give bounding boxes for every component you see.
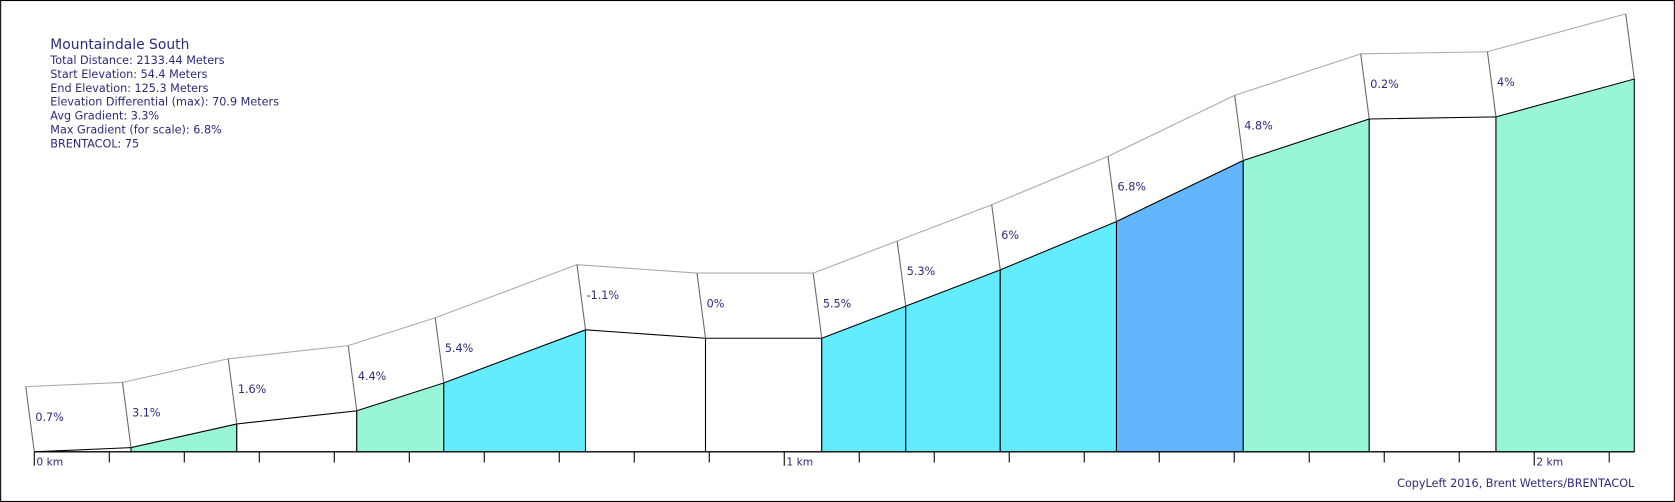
- band-divider: [991, 204, 1001, 270]
- band-divider: [1234, 95, 1244, 161]
- segment: [1368, 116, 1497, 453]
- segment: [1495, 78, 1635, 453]
- top-band-edge: [25, 381, 123, 388]
- gradient-label: 0.7%: [35, 411, 64, 424]
- x-tick-label: 0 km: [36, 456, 63, 469]
- gradient-label: 5.5%: [823, 297, 852, 310]
- gradient-label: -1.1%: [587, 289, 620, 302]
- band-divider: [25, 386, 35, 452]
- top-band-edge: [991, 155, 1109, 206]
- gradient-label: 4%: [1497, 76, 1515, 89]
- gradient-label: 5.3%: [907, 265, 936, 278]
- top-band-edge: [228, 345, 349, 360]
- band-divider: [1486, 51, 1497, 117]
- gradient-label: 6.8%: [1118, 181, 1147, 194]
- band-divider: [1360, 53, 1370, 120]
- top-band-edge: [1107, 94, 1235, 157]
- info-line: Start Elevation: 54.4 Meters: [50, 68, 207, 81]
- band-divider: [227, 358, 238, 425]
- info-line: Max Gradient (for scale): 6.8%: [50, 124, 222, 137]
- band-divider: [347, 345, 358, 411]
- gradient-label: 0%: [707, 297, 725, 310]
- top-band-edge: [813, 240, 898, 274]
- gradient-label: 1.6%: [238, 383, 267, 396]
- gradient-label: 4.4%: [358, 370, 387, 383]
- band-divider: [812, 273, 823, 339]
- info-line: Avg Gradient: 3.3%: [50, 110, 159, 123]
- band-divider: [1625, 13, 1635, 80]
- segment: [704, 337, 823, 453]
- info-line: Total Distance: 2133.44 Meters: [49, 54, 224, 67]
- top-band-edge: [1234, 53, 1361, 96]
- band-divider: [434, 317, 445, 383]
- gradient-label: 4.8%: [1244, 120, 1273, 133]
- top-band-edge: [1487, 13, 1626, 53]
- gradient-label: 6%: [1001, 229, 1019, 242]
- footer: CopyLeft 2016, Brent Wetters/BRENTACOL: [1397, 477, 1635, 490]
- info-line: End Elevation: 125.3 Meters: [50, 82, 208, 95]
- segment: [584, 329, 707, 453]
- info-line: BRENTACOL: 75: [50, 137, 139, 150]
- x-tick-label: 1 km: [786, 456, 813, 469]
- gradient-label: 5.4%: [445, 342, 474, 355]
- gradient-label: 0.2%: [1370, 78, 1399, 91]
- gradient-label: 3.1%: [132, 407, 161, 420]
- segment: [1242, 118, 1370, 453]
- band-divider: [121, 382, 132, 448]
- top-band-edge: [122, 358, 229, 383]
- band-divider: [576, 264, 587, 330]
- band-divider: [896, 240, 907, 307]
- top-band-edge: [897, 204, 992, 242]
- chart-title: Mountaindale South: [50, 37, 189, 53]
- top-band-edge: [1360, 51, 1488, 55]
- top-band-edge: [576, 264, 698, 274]
- band-divider: [1107, 156, 1118, 222]
- info-line: Elevation Differential (max): 70.9 Meter…: [50, 96, 279, 109]
- top-band-edge: [435, 264, 578, 319]
- x-tick-label: 2 km: [1536, 456, 1563, 469]
- top-band-edge: [348, 317, 436, 347]
- band-divider: [696, 273, 707, 339]
